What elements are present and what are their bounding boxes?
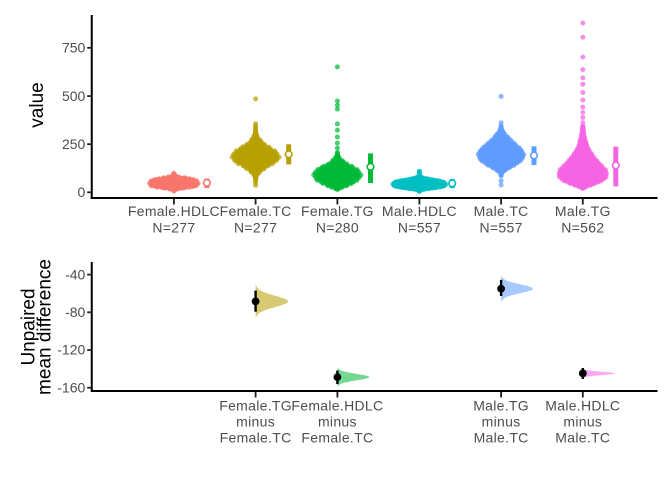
- svg-text:-160: -160: [57, 379, 85, 395]
- svg-text:Female.TC: Female.TC: [220, 430, 292, 446]
- svg-text:0: 0: [78, 184, 86, 200]
- svg-text:750: 750: [62, 40, 86, 56]
- svg-text:-80: -80: [65, 304, 85, 320]
- svg-text:Female.TC: Female.TC: [220, 203, 292, 219]
- svg-text:-120: -120: [57, 342, 85, 358]
- svg-text:Unpaired: Unpaired: [19, 288, 40, 365]
- svg-text:Male.TG: Male.TG: [555, 203, 611, 219]
- svg-text:N=277: N=277: [234, 219, 277, 235]
- svg-text:500: 500: [62, 88, 86, 104]
- svg-text:minus: minus: [318, 414, 357, 430]
- svg-text:Male.TC: Male.TC: [555, 430, 610, 446]
- svg-text:250: 250: [62, 136, 86, 152]
- svg-text:Male.TG: Male.TG: [473, 398, 529, 414]
- svg-text:Male.HDLC: Male.HDLC: [382, 203, 457, 219]
- svg-text:Female.TC: Female.TC: [301, 430, 373, 446]
- svg-text:Male.HDLC: Male.HDLC: [545, 398, 620, 414]
- svg-text:Female.TG: Female.TG: [301, 203, 374, 219]
- svg-text:Male.TC: Male.TC: [474, 430, 529, 446]
- svg-text:minus: minus: [482, 414, 521, 430]
- svg-text:N=562: N=562: [561, 219, 604, 235]
- svg-text:N=277: N=277: [152, 219, 195, 235]
- svg-text:-40: -40: [65, 266, 85, 282]
- svg-text:mean difference: mean difference: [35, 259, 56, 395]
- svg-text:minus: minus: [236, 414, 275, 430]
- svg-text:N=557: N=557: [480, 219, 523, 235]
- svg-text:N=280: N=280: [316, 219, 359, 235]
- svg-text:Female.TG: Female.TG: [219, 398, 292, 414]
- svg-text:Female.HDLC: Female.HDLC: [291, 398, 383, 414]
- svg-text:minus: minus: [563, 414, 602, 430]
- svg-text:Male.TC: Male.TC: [474, 203, 529, 219]
- svg-text:Female.HDLC: Female.HDLC: [128, 203, 220, 219]
- svg-text:value: value: [27, 82, 48, 127]
- svg-text:N=557: N=557: [398, 219, 441, 235]
